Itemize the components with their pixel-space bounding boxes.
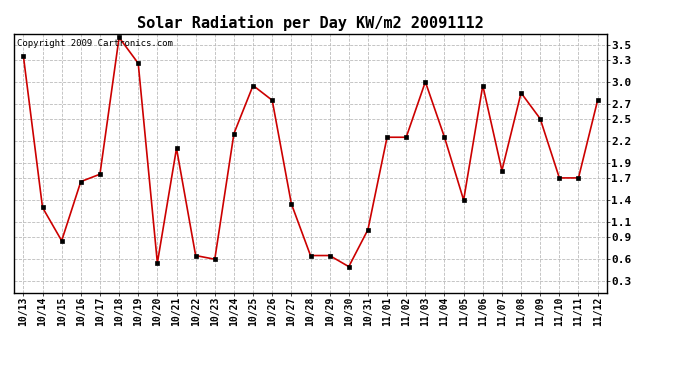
- Title: Solar Radiation per Day KW/m2 20091112: Solar Radiation per Day KW/m2 20091112: [137, 15, 484, 31]
- Text: Copyright 2009 Cartronics.com: Copyright 2009 Cartronics.com: [17, 39, 172, 48]
